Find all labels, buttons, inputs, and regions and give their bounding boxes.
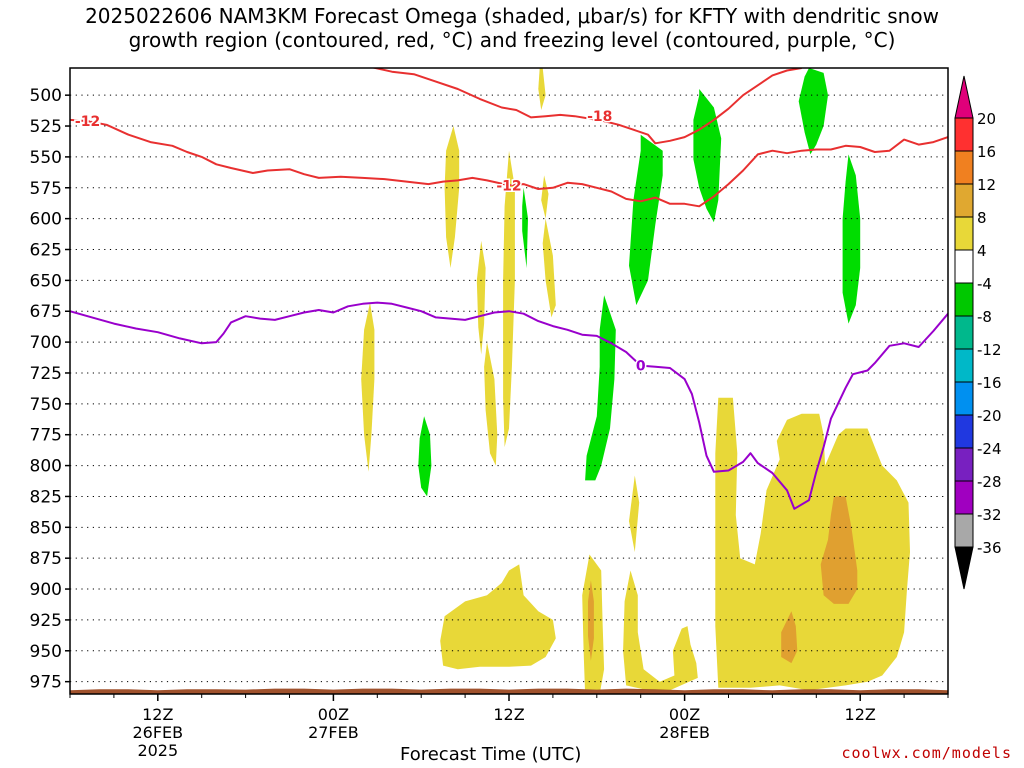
colorbar-label-10: -24	[977, 440, 1002, 458]
omega-region-orange-22	[820, 496, 858, 604]
omega-region-yellow-14	[538, 68, 546, 110]
colorbar-segment-12	[954, 513, 974, 548]
colorbar-label-5: -4	[977, 275, 992, 293]
omega-region-green-1	[693, 89, 722, 223]
contour-label-2: -12	[496, 178, 521, 194]
omega-region-yellow-15	[629, 475, 640, 552]
y-tick-label-950: 950	[30, 642, 62, 662]
contour-label-3: 0	[636, 359, 646, 375]
colorbar-segment-1	[954, 150, 974, 185]
colorbar-label-2: 12	[977, 176, 996, 194]
omega-region-yellow-19	[715, 397, 910, 691]
omega-region-yellow-10	[361, 302, 375, 472]
y-tick-label-550: 550	[30, 148, 62, 168]
x-tick-label-30-0: 12Z	[493, 705, 524, 724]
omega-region-yellow-9	[476, 240, 486, 355]
contour-dgz--18	[370, 68, 802, 145]
colorbar-segment-0	[954, 117, 974, 152]
contour-label-0: -12	[75, 114, 100, 130]
y-tick-label-850: 850	[30, 518, 62, 538]
y-tick-label-800: 800	[30, 457, 62, 477]
x-tick-label-6-0: 12Z	[142, 705, 173, 724]
colorbar-label-12: -32	[977, 506, 1002, 524]
colorbar-segment-8	[954, 381, 974, 416]
omega-region-yellow-8	[503, 150, 515, 448]
omega-region-green-3	[842, 154, 861, 324]
omega-region-orange-21	[781, 611, 798, 664]
y-tick-label-925: 925	[30, 611, 62, 631]
contour-freezing-0	[70, 301, 948, 510]
y-tick-label-600: 600	[30, 210, 62, 230]
y-tick-label-875: 875	[30, 549, 62, 569]
colorbar-label-8: -16	[977, 374, 1002, 392]
colorbar-label-3: 8	[977, 209, 987, 227]
colorbar-label-11: -28	[977, 473, 1002, 491]
colorbar-segment-2	[954, 183, 974, 218]
chart-title: 2025022606 NAM3KM Forecast Omega (shaded…	[0, 4, 1024, 52]
omega-region-yellow-13	[541, 175, 549, 219]
x-tick-label-6-1: 26FEB	[132, 723, 183, 742]
omega-region-yellow-16	[440, 564, 556, 670]
omega-region-yellow-18	[623, 570, 698, 691]
y-tick-label-675: 675	[30, 302, 62, 322]
y-tick-label-575: 575	[30, 179, 62, 199]
colorbar-segment-3	[954, 216, 974, 251]
ground-terrain	[70, 688, 948, 694]
colorbar-label-13: -36	[977, 539, 1002, 557]
omega-region-green-4	[585, 295, 616, 481]
omega-region-green-0	[629, 134, 663, 306]
y-tick-label-700: 700	[30, 333, 62, 353]
x-tick-label-42-0: 00Z	[669, 705, 700, 724]
omega-region-yellow-12	[542, 218, 556, 318]
chart-title-line-2: growth region (contoured, red, °C) and f…	[128, 28, 896, 52]
x-tick-label-18-1: 27FEB	[308, 723, 359, 742]
colorbar-segment-10	[954, 447, 974, 482]
plot-area: -12 -18 -12 0	[70, 68, 948, 694]
colorbar-bottom-triangle	[954, 546, 974, 590]
colorbar-segment-9	[954, 414, 974, 449]
omega-region-orange-20	[588, 580, 594, 661]
omega-region-yellow-11	[484, 342, 498, 466]
colorbar-label-9: -20	[977, 407, 1002, 425]
colorbar-segment-7	[954, 348, 974, 383]
y-tick-label-775: 775	[30, 426, 62, 446]
y-tick-label-975: 975	[30, 673, 62, 693]
y-tick-label-625: 625	[30, 241, 62, 261]
x-tick-label-6-2: 2025	[137, 741, 178, 760]
omega-region-green-5	[418, 416, 432, 497]
omega-region-yellow-7	[444, 126, 460, 268]
colorbar-label-7: -12	[977, 341, 1002, 359]
y-tick-label-750: 750	[30, 395, 62, 415]
colorbar-segment-11	[954, 480, 974, 515]
omega-region-green-6	[522, 187, 528, 268]
colorbar-label-1: 16	[977, 143, 996, 161]
colorbar-label-6: -8	[977, 308, 992, 326]
x-axis-label: Forecast Time (UTC)	[400, 744, 582, 765]
colorbar-segment-4	[954, 249, 974, 284]
colorbar-segment-6	[954, 315, 974, 350]
contour-dgz--12	[70, 118, 948, 208]
x-tick-label-42-1: 28FEB	[659, 723, 710, 742]
y-tick-label-725: 725	[30, 364, 62, 384]
omega-region-green-2	[798, 68, 828, 155]
colorbar-segment-5	[954, 282, 974, 317]
y-tick-label-525: 525	[30, 117, 62, 137]
credit-text: coolwx.com/models	[841, 744, 1012, 762]
colorbar-label-0: 20	[977, 110, 996, 128]
colorbar-top-triangle	[954, 75, 974, 119]
colorbar-label-4: 4	[977, 242, 987, 260]
chart-title-line-1: 2025022606 NAM3KM Forecast Omega (shaded…	[85, 4, 939, 28]
y-tick-label-825: 825	[30, 487, 62, 507]
x-tick-label-18-0: 00Z	[318, 705, 349, 724]
y-tick-label-900: 900	[30, 580, 62, 600]
y-tick-label-650: 650	[30, 271, 62, 291]
x-tick-label-54-0: 12Z	[845, 705, 876, 724]
contour-label-1: -18	[587, 109, 612, 125]
y-tick-label-500: 500	[30, 86, 62, 106]
